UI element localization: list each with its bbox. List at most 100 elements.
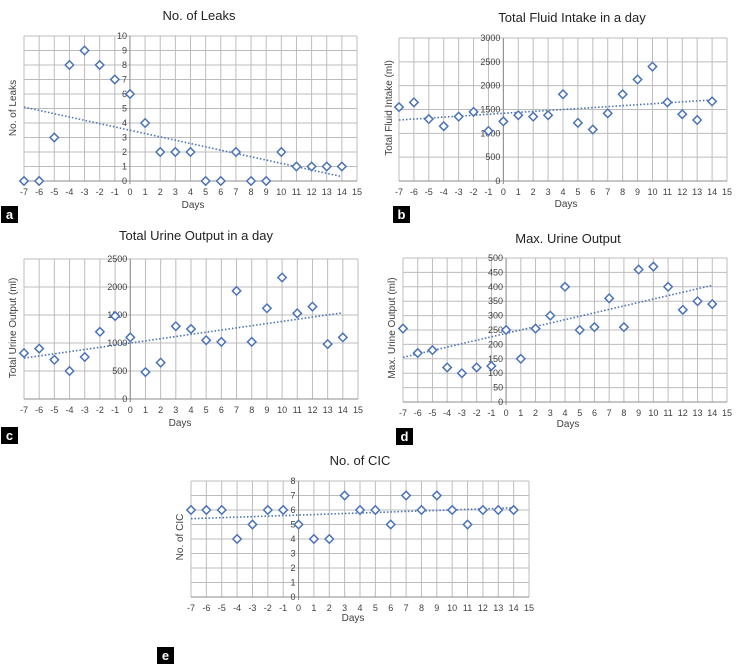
panel-c-data-point: [261, 303, 273, 314]
panel-e-data-point: [416, 504, 427, 516]
panel-d-x-tick-label: 2: [533, 408, 538, 418]
panel-b-x-tick-label: -7: [395, 187, 403, 197]
panel-a-data-point: [109, 74, 121, 85]
panel-a-data-point: [124, 88, 136, 100]
panel-b-x-tick-label: 14: [707, 187, 717, 197]
panel-a-x-tick-label: 12: [307, 187, 317, 197]
panel-b-data-point: [438, 120, 449, 132]
panel-b-y-axis-label: Total Fluid Intake (ml): [384, 60, 395, 156]
panel-a-x-tick-label: 13: [322, 187, 332, 197]
panel-c-x-tick-label: -4: [66, 405, 74, 415]
panel-c-x-tick-label: 11: [293, 405, 302, 415]
panel-d-x-axis-label: Days: [557, 419, 580, 430]
panel-d-x-tick-label: 3: [548, 408, 553, 418]
panel-e-y-tick-label: 6: [291, 505, 296, 515]
panel-a-data-point: [245, 175, 257, 187]
panel-b-data-point: [513, 109, 524, 121]
panel-c-x-tick-label: -1: [111, 405, 119, 415]
panel-e-data-point: [247, 519, 258, 530]
panel-a-data-point: [276, 146, 287, 158]
panel-a-data-point: [215, 175, 227, 187]
panel-e-x-tick-label: -6: [202, 603, 210, 613]
panel-a-data-point: [139, 117, 151, 129]
panel-b-panel-badge: [393, 206, 410, 223]
panel-c-x-tick-label: 5: [204, 405, 209, 415]
panel-a-x-tick-label: 0: [127, 187, 132, 197]
panel-e-y-tick-label: 2: [291, 563, 296, 573]
panel-b-data-point: [677, 109, 688, 120]
panel-e-data-point: [446, 504, 458, 516]
panel-c-data-point: [307, 301, 318, 312]
panel-b-x-tick-label: -1: [484, 187, 492, 197]
panel-b-y-tick-label: 500: [485, 152, 500, 162]
panel-c-y-tick-label: 500: [112, 366, 127, 376]
panel-a-x-tick-label: -3: [81, 187, 89, 197]
panel-d-x-tick-label: 13: [693, 408, 703, 418]
panel-c-x-tick-label: 1: [143, 405, 148, 415]
panel-c-y-tick-label: 2500: [107, 254, 127, 264]
panel-e-y-tick-label: 4: [291, 534, 296, 544]
panel-e-y-tick-label: 7: [291, 491, 296, 501]
panel-c-y-tick-label: 1000: [107, 338, 127, 348]
panel-c-data-point: [18, 347, 30, 359]
panel-d-x-tick-label: -4: [443, 408, 451, 418]
panel-a-x-tick-label: 9: [264, 187, 269, 197]
panel-b-data-point: [647, 61, 658, 72]
panel-d-y-tick-label: 150: [488, 354, 503, 364]
panel-d-data-point: [471, 362, 482, 373]
panel-e-x-tick-label: 10: [447, 603, 457, 613]
panel-d-data-point: [603, 293, 615, 304]
panel-a-data-point: [79, 45, 90, 56]
panel-b-x-tick-label: 11: [663, 187, 672, 197]
panel-d-x-tick-label: 0: [504, 408, 509, 418]
panel-a-y-tick-label: 4: [122, 118, 127, 128]
panel-d-y-tick-label: 0: [498, 397, 503, 407]
panel-c-data-point: [33, 343, 45, 354]
panel-b-x-tick-label: 1: [516, 187, 521, 197]
panel-b-y-tick-label: 1500: [480, 105, 500, 115]
panel-e-data-point: [308, 533, 320, 545]
panel-a-x-tick-label: -7: [20, 187, 28, 197]
panel-e-x-tick-label: 14: [509, 603, 519, 613]
panel-c-data-point: [109, 310, 121, 322]
panel-a-x-axis-label: Days: [182, 200, 205, 211]
panel-d-x-tick-label: 1: [518, 408, 523, 418]
panel-b-data-point: [632, 74, 643, 85]
panel-a-panel-letter: a: [6, 207, 14, 222]
panel-e-chart-title: No. of CIC: [330, 453, 391, 468]
panel-a-x-tick-label: 4: [188, 187, 193, 197]
panel-d-data-point: [441, 362, 453, 373]
panel-a-y-tick-label: 8: [122, 60, 127, 70]
panel-c-x-tick-label: 13: [323, 405, 333, 415]
panel-d-data-point: [618, 321, 630, 333]
panel-c-data-point: [170, 320, 182, 332]
panel-d-data-point: [412, 347, 423, 359]
panel-b-x-tick-label: -2: [470, 187, 478, 197]
panel-a-data-point: [94, 59, 105, 71]
panel-a-y-axis-label: No. of Leaks: [8, 80, 19, 136]
panel-e-data-point: [493, 504, 504, 516]
panel-c-x-tick-label: 15: [353, 405, 363, 415]
panel-e-x-tick-label: 1: [311, 603, 316, 613]
panel-e-x-tick-label: -3: [248, 603, 256, 613]
panel-c-x-tick-label: 8: [249, 405, 254, 415]
panel-c-panel-letter: c: [6, 428, 13, 443]
panel-d-x-tick-label: 15: [722, 408, 732, 418]
panel-d-y-tick-label: 250: [488, 325, 503, 335]
panel-c-data-point: [155, 357, 166, 368]
panel-a-data-point: [154, 146, 166, 158]
panel-b-chart-title: Total Fluid Intake in a day: [498, 10, 646, 25]
panel-b-data-point: [453, 111, 464, 122]
panel-e-x-tick-label: 13: [493, 603, 503, 613]
panel-a-y-tick-label: 5: [122, 104, 127, 114]
panel-a-x-tick-label: 3: [173, 187, 178, 197]
panel-d-x-tick-label: 9: [636, 408, 641, 418]
panel-e-data-point: [262, 504, 274, 516]
panel-e-data-point: [431, 490, 443, 501]
panel-d-x-tick-label: -6: [414, 408, 422, 418]
panel-e-data-point: [277, 504, 289, 516]
panel-c-x-tick-label: 2: [158, 405, 163, 415]
panel-b-data-point: [542, 109, 554, 121]
panel-e-trendline: [190, 507, 514, 520]
